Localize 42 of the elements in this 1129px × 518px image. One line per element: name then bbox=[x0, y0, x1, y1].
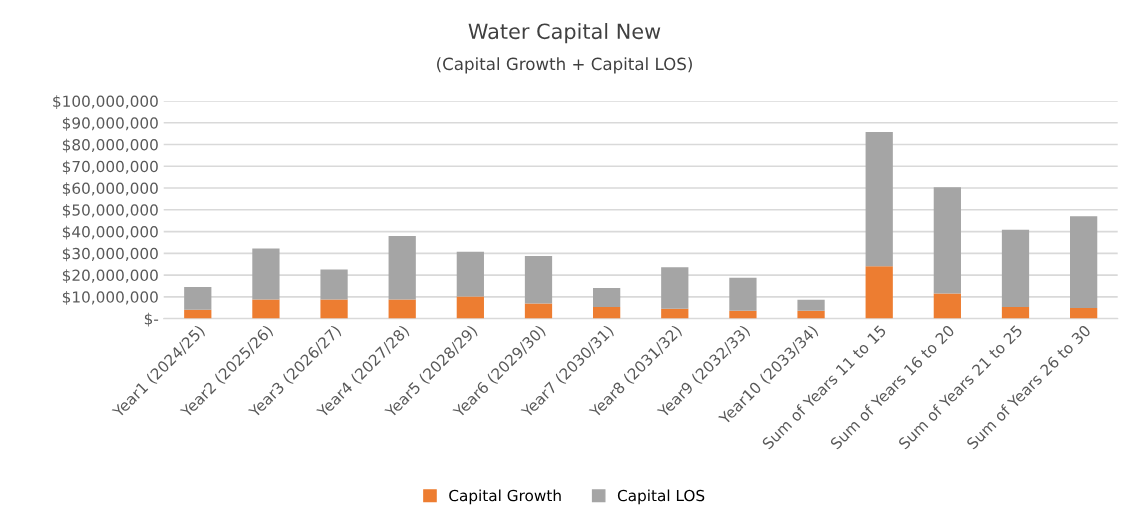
bar bbox=[1001, 229, 1030, 308]
y-tick-label: $90,000,000 bbox=[62, 116, 158, 131]
bar bbox=[729, 277, 757, 311]
bar bbox=[797, 299, 825, 311]
bar bbox=[661, 267, 689, 309]
bar bbox=[456, 251, 484, 297]
bar bbox=[388, 299, 416, 319]
y-tick-label: $10,000,000 bbox=[62, 291, 158, 305]
y-tick-label: $70,000,000 bbox=[62, 160, 158, 175]
bar bbox=[524, 255, 553, 304]
bar bbox=[388, 236, 416, 300]
y-tick-label: $- bbox=[144, 312, 159, 327]
bar bbox=[320, 269, 348, 300]
bar bbox=[252, 299, 280, 319]
y-tick-label: $50,000,000 bbox=[62, 203, 158, 218]
y-tick-label: $40,000,000 bbox=[62, 225, 158, 240]
y-tick-label: $60,000,000 bbox=[62, 182, 158, 197]
bar bbox=[797, 310, 825, 319]
chart-title: Water Capital New bbox=[468, 23, 661, 44]
bar bbox=[593, 288, 621, 308]
legend-label: Capital Growth bbox=[449, 489, 561, 505]
bar bbox=[1070, 307, 1098, 319]
y-tick-label: $30,000,000 bbox=[62, 247, 158, 262]
bar bbox=[865, 132, 893, 267]
bar bbox=[524, 303, 553, 319]
bar bbox=[184, 287, 212, 310]
chart-subtitle: (Capital Growth + Capital LOS) bbox=[437, 57, 692, 74]
bar bbox=[865, 266, 893, 319]
bar bbox=[933, 293, 961, 319]
bar bbox=[1070, 216, 1098, 308]
bar bbox=[661, 308, 689, 319]
bar bbox=[593, 307, 621, 319]
y-tick-label: $20,000,000 bbox=[62, 269, 158, 284]
bar bbox=[252, 248, 280, 300]
bar bbox=[1001, 307, 1030, 319]
bar bbox=[933, 187, 961, 294]
bar bbox=[456, 296, 484, 319]
legend-label: Capital LOS bbox=[617, 489, 705, 505]
bar bbox=[729, 310, 757, 319]
y-tick-label: $80,000,000 bbox=[62, 138, 158, 153]
bar bbox=[320, 299, 348, 319]
y-tick-label: $100,000,000 bbox=[53, 95, 158, 110]
